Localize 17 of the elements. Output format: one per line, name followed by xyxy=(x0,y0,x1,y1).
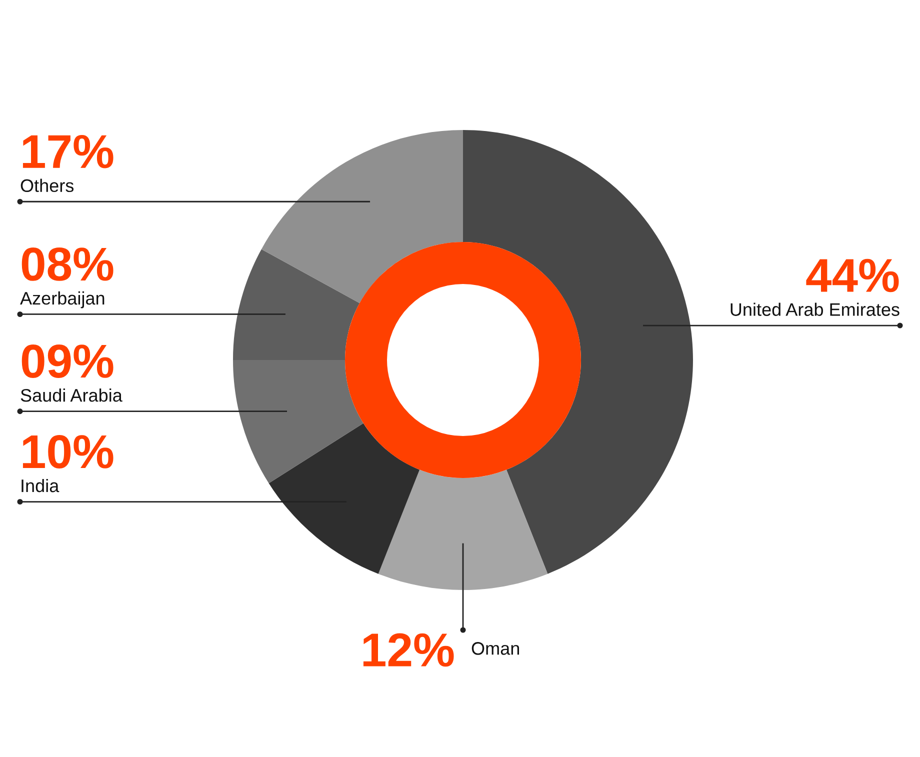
donut-slice xyxy=(261,130,463,304)
donut-slice xyxy=(233,249,360,360)
slice-label: Azerbaijan xyxy=(20,291,104,308)
data-label: 10% xyxy=(22,435,114,468)
data-label: 09% xyxy=(22,344,114,378)
slice-label: United Arab Emirates xyxy=(730,302,900,316)
data-label: 12% xyxy=(363,633,454,667)
donut-slice xyxy=(463,130,693,574)
data-label: 44% xyxy=(806,258,899,292)
slice-label: Saudi Arabia xyxy=(20,388,122,402)
data-label: 08% xyxy=(22,247,114,281)
donut-slice xyxy=(378,470,548,590)
slice-label: India xyxy=(22,478,60,492)
data-label: 17% xyxy=(22,134,114,168)
slice-label: Oman xyxy=(472,642,519,655)
slice-label: Others xyxy=(20,178,74,192)
donut-slice xyxy=(233,360,364,484)
